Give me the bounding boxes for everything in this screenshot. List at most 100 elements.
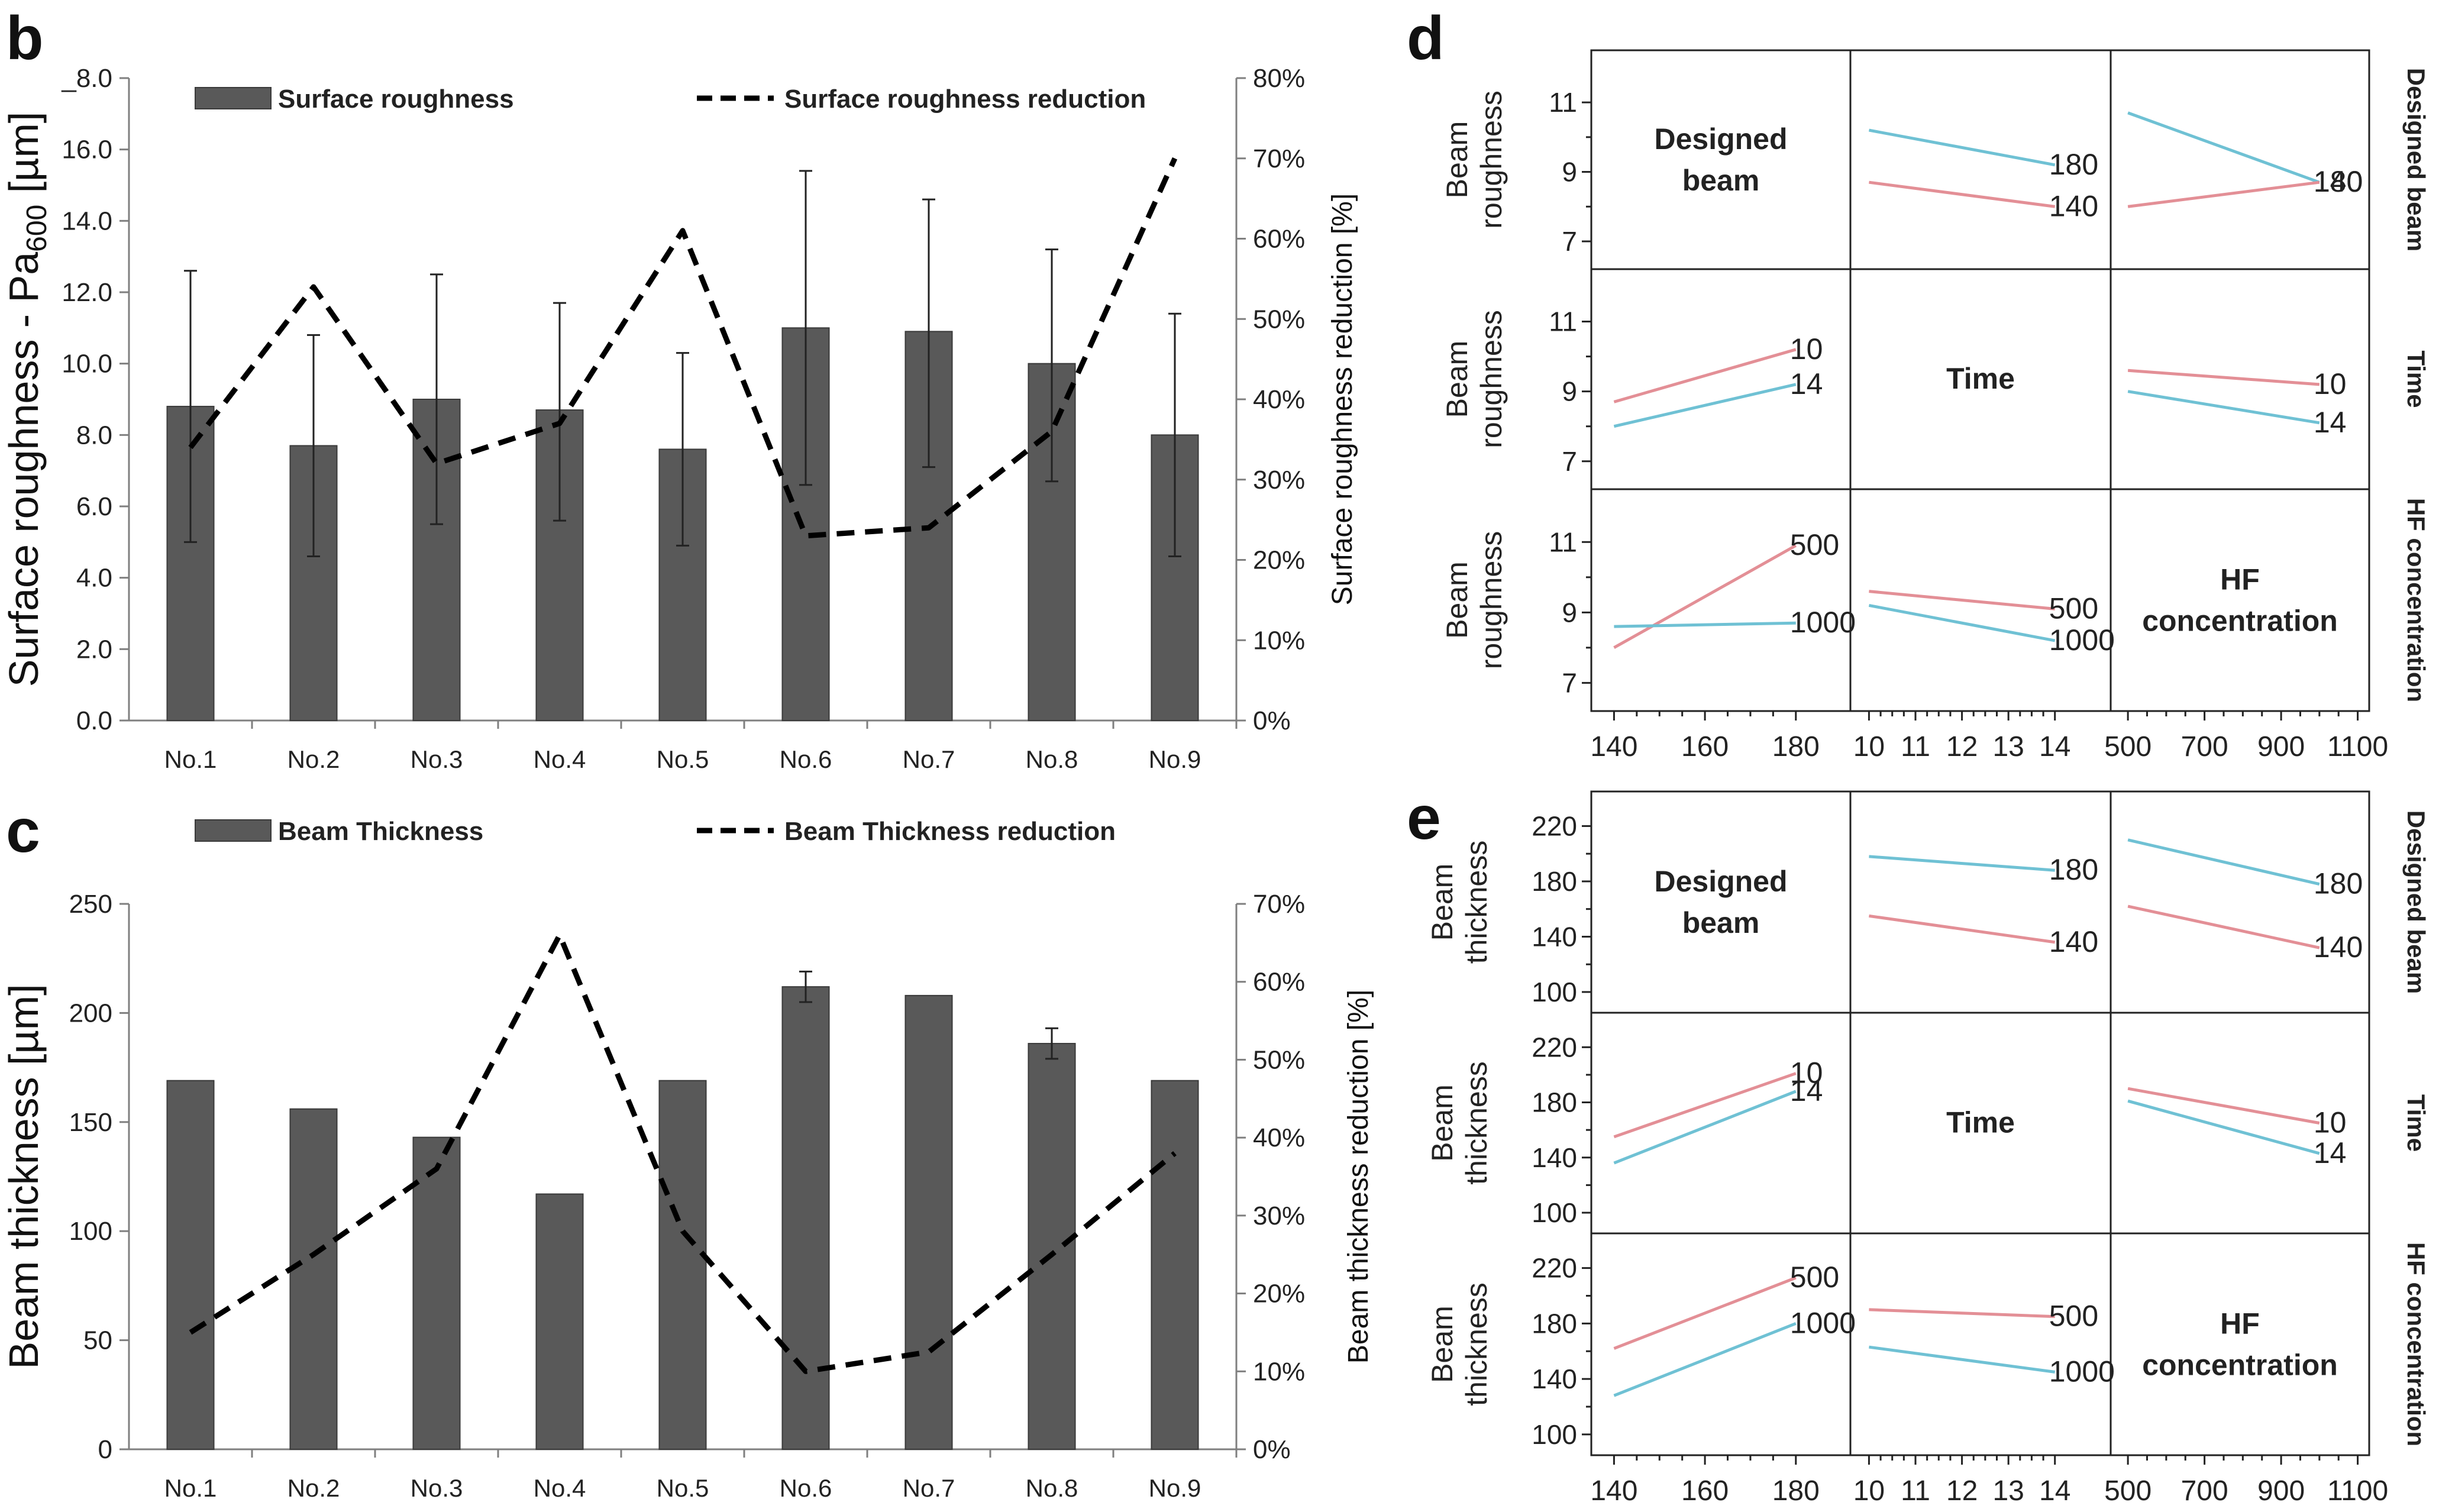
series-end-label: 14 [2314,406,2347,439]
bar [904,994,953,1450]
y2-tick-label: 50% [1253,1045,1305,1074]
row-axis-title: Beamthickness [1426,1061,1493,1184]
series-end-label: 1000 [2049,1355,2115,1388]
series-line [1869,590,2055,610]
right-factor-label: HF concentration [2402,498,2430,702]
y-tick-label: 11 [1549,87,1577,118]
y-tick-label: 180 [1532,1087,1577,1118]
panel-letter-d: d [1407,4,1445,73]
series-line [2127,838,2320,886]
x-tick-label: No.1 [164,1474,217,1502]
x-tick-label: 11 [1901,1475,1930,1507]
bar [535,1193,584,1450]
x-tick-label: 11 [1901,731,1930,763]
panel-letter-b: b [6,4,44,73]
right-factor-label: HF concentration [2402,1242,2430,1446]
y-tick-label: 14.0 [62,206,112,235]
series-line [2127,111,2320,184]
bar [1028,1043,1076,1450]
series-end-label: 500 [1790,1261,1839,1294]
x-tick-label: 900 [2257,731,2305,763]
y-tick-label: _8.0 [61,64,112,93]
series-end-label: 140 [2314,165,2363,198]
panel-d-interaction-plot: 7 9 11 Beamroughness Designed beam Designed be… [1440,49,2430,763]
series-end-label: 500 [2049,592,2098,625]
y2-tick-label: 40% [1253,385,1305,414]
x-tick-label: 14 [2039,1475,2070,1507]
y2-tick-label: 0% [1253,706,1291,735]
bar [658,1080,707,1450]
y2-tick-label: 60% [1253,968,1305,997]
x-tick-label: No.7 [903,745,955,773]
row-axis-title: Beamthickness [1426,1282,1493,1406]
y2-axis-title: Surface roughness reduction [%] [1327,193,1358,605]
series-line [2127,1087,2320,1125]
x-tick-label: No.3 [411,745,463,773]
y-tick-label: 2.0 [76,635,112,664]
y-tick-label: 0.0 [76,706,112,735]
x-tick-label: No.5 [657,745,709,773]
legend-bar-label: Beam Thickness [278,817,483,846]
x-tick-label: 13 [1992,1475,2024,1507]
x-tick-label: 14 [2039,731,2070,763]
series-end-label: 140 [2049,189,2098,222]
right-factor-label: Time [2402,350,2430,408]
diagonal-factor-label: Time [1946,362,2015,395]
series-line [1613,544,1797,650]
y-tick-label: 7 [1562,667,1577,698]
y-tick-label: 220 [1532,1253,1577,1284]
series-end-label: 1000 [1790,606,1856,639]
x-tick-label: No.5 [657,1474,709,1502]
legend-line-label: Surface roughness reduction [784,85,1146,114]
legend-bar-swatch [195,819,272,842]
x-tick-label: 180 [1772,1475,1820,1507]
x-tick-label: 140 [1590,731,1637,763]
right-factor-label: Designed beam [2402,810,2430,994]
y-tick-label: 12.0 [62,278,112,307]
series-end-label: 500 [1790,528,1839,561]
y-tick-label: 7 [1562,446,1577,477]
series-line [1614,621,1796,628]
x-tick-label: No.6 [780,1474,832,1502]
y-tick-label: 16.0 [62,135,112,164]
series-line [2127,904,2320,949]
x-tick-label: 13 [1992,731,2024,763]
reduction-line [189,932,1177,1374]
series-line [2127,180,2320,208]
series-end-label: 180 [2049,148,2098,181]
bar [1151,1080,1199,1450]
y-tick-label: 4.0 [76,564,112,593]
x-tick-label: 140 [1590,1475,1637,1507]
series-line [1868,603,2056,642]
series-end-label: 1000 [1790,1306,1856,1339]
x-tick-label: 10 [1853,1475,1885,1507]
legend-bar-swatch [195,87,272,109]
y-tick-label: 9 [1562,157,1577,188]
y2-tick-label: 0% [1253,1435,1291,1464]
y-tick-label: 7 [1562,226,1577,257]
y-tick-label: 150 [69,1108,112,1137]
y-tick-label: 180 [1532,1308,1577,1339]
y2-tick-label: 80% [1253,64,1305,93]
panel-c-chart: 0 50 100 150 200 250 0% 10% 20% 30% 40% 50% 60% 70% No… [1,817,1374,1502]
panel-letter-e: e [1407,784,1441,852]
y-tick-label: 11 [1549,306,1577,337]
x-tick-label: 160 [1681,731,1729,763]
y-tick-label: 50 [83,1326,112,1355]
y-tick-label: 200 [69,999,112,1028]
y-axis-title: Surface roughness - Pa600 [µm] [1,112,53,687]
series-end-label: 10 [1790,332,1823,366]
x-tick-label: No.8 [1026,745,1078,773]
bar [289,1108,338,1450]
matrix-frame [1590,49,2370,712]
row-axis-title: Beamroughness [1440,91,1508,229]
y2-tick-label: 70% [1253,890,1305,919]
y-tick-label: 100 [1532,1197,1577,1228]
y2-tick-label: 30% [1253,1201,1305,1230]
y-tick-label: 180 [1532,866,1577,897]
series-end-label: 14 [1790,1074,1823,1107]
legend-bar-label: Surface roughness [278,85,514,114]
y2-axis-title: Beam thickness reduction [%] [1343,990,1374,1364]
x-tick-label: 900 [2257,1475,2305,1507]
